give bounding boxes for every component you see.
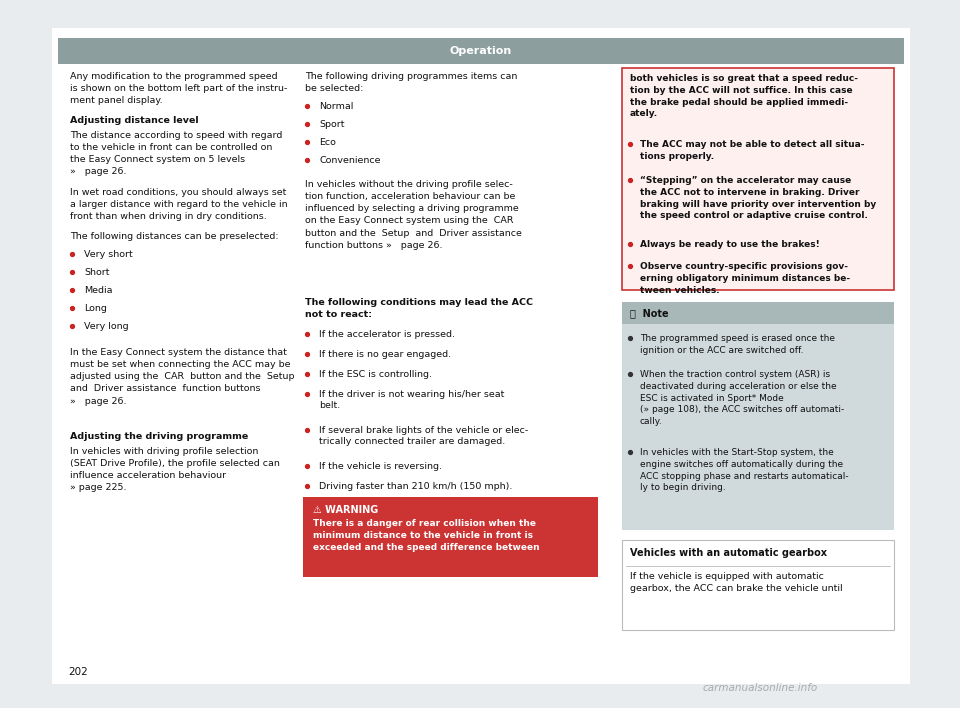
Text: Short: Short bbox=[84, 268, 109, 277]
Text: Any modification to the programmed speed
is shown on the bottom left part of the: Any modification to the programmed speed… bbox=[70, 72, 287, 105]
Text: Media: Media bbox=[84, 286, 112, 295]
Text: The distance according to speed with regard
to the vehicle in front can be contr: The distance according to speed with reg… bbox=[70, 131, 282, 176]
Text: The programmed speed is erased once the
ignition or the ACC are switched off.: The programmed speed is erased once the … bbox=[640, 334, 835, 355]
Text: The following driving programmes items can
be selected:: The following driving programmes items c… bbox=[305, 72, 517, 93]
Text: If there is no gear engaged.: If there is no gear engaged. bbox=[319, 350, 451, 359]
Text: Operation: Operation bbox=[450, 46, 512, 56]
Text: carmanualsonline.info: carmanualsonline.info bbox=[703, 683, 818, 693]
Text: If several brake lights of the vehicle or elec-
trically connected trailer are d: If several brake lights of the vehicle o… bbox=[319, 426, 528, 447]
Text: Driving faster than 210 km/h (150 mph).: Driving faster than 210 km/h (150 mph). bbox=[319, 482, 513, 491]
Text: Adjusting distance level: Adjusting distance level bbox=[70, 116, 199, 125]
Text: Convenience: Convenience bbox=[319, 156, 380, 165]
Text: ⚠ WARNING: ⚠ WARNING bbox=[313, 505, 378, 515]
Text: If the vehicle is equipped with automatic
gearbox, the ACC can brake the vehicle: If the vehicle is equipped with automati… bbox=[630, 572, 843, 593]
Text: If the ESC is controlling.: If the ESC is controlling. bbox=[319, 370, 432, 379]
Text: In vehicles without the driving profile selec-
tion function, acceleration behav: In vehicles without the driving profile … bbox=[305, 180, 525, 250]
Text: In vehicles with driving profile selection
(SEAT Drive Profile), the profile sel: In vehicles with driving profile selecti… bbox=[70, 447, 280, 493]
Bar bbox=[622, 302, 894, 324]
Text: Observe country-specific provisions gov-
erning obligatory minimum distances be-: Observe country-specific provisions gov-… bbox=[640, 262, 851, 295]
Text: Normal: Normal bbox=[319, 102, 353, 111]
Text: In wet road conditions, you should always set
a larger distance with regard to t: In wet road conditions, you should alway… bbox=[70, 188, 288, 222]
Text: Very long: Very long bbox=[84, 322, 129, 331]
Text: If the vehicle is reversing.: If the vehicle is reversing. bbox=[319, 462, 442, 471]
Bar bbox=[58, 38, 904, 64]
Text: When the traction control system (ASR) is
deactivated during acceleration or els: When the traction control system (ASR) i… bbox=[640, 370, 844, 426]
Bar bbox=[622, 540, 894, 630]
Text: 202: 202 bbox=[68, 667, 87, 677]
Text: ⓘ  Note: ⓘ Note bbox=[630, 308, 668, 318]
Bar bbox=[52, 28, 910, 684]
Bar bbox=[622, 68, 894, 290]
Text: In vehicles with the Start-Stop system, the
engine switches off automatically du: In vehicles with the Start-Stop system, … bbox=[640, 448, 849, 492]
Text: Adjusting the driving programme: Adjusting the driving programme bbox=[70, 432, 249, 441]
Text: Eco: Eco bbox=[319, 138, 336, 147]
Text: both vehicles is so great that a speed reduc-
tion by the ACC will not suffice. : both vehicles is so great that a speed r… bbox=[630, 74, 858, 118]
Bar bbox=[303, 497, 598, 577]
Text: The ACC may not be able to detect all situa-
tions properly.: The ACC may not be able to detect all si… bbox=[640, 140, 865, 161]
Bar bbox=[622, 324, 894, 530]
Text: Long: Long bbox=[84, 304, 107, 313]
Text: There is a danger of rear collision when the
minimum distance to the vehicle in : There is a danger of rear collision when… bbox=[313, 519, 540, 552]
Text: Always be ready to use the brakes!: Always be ready to use the brakes! bbox=[640, 240, 820, 249]
Text: “Stepping” on the accelerator may cause
the ACC not to intervene in braking. Dri: “Stepping” on the accelerator may cause … bbox=[640, 176, 876, 220]
Text: If the accelerator is pressed.: If the accelerator is pressed. bbox=[319, 330, 455, 339]
Text: In the Easy Connect system the distance that
must be set when connecting the ACC: In the Easy Connect system the distance … bbox=[70, 348, 298, 406]
Text: Sport: Sport bbox=[319, 120, 345, 129]
Text: Very short: Very short bbox=[84, 250, 132, 259]
Text: Vehicles with an automatic gearbox: Vehicles with an automatic gearbox bbox=[630, 548, 827, 558]
Text: The following conditions may lead the ACC
not to react:: The following conditions may lead the AC… bbox=[305, 298, 533, 319]
Text: If the driver is not wearing his/her seat
belt.: If the driver is not wearing his/her sea… bbox=[319, 390, 504, 411]
Text: The following distances can be preselected:: The following distances can be preselect… bbox=[70, 232, 278, 241]
